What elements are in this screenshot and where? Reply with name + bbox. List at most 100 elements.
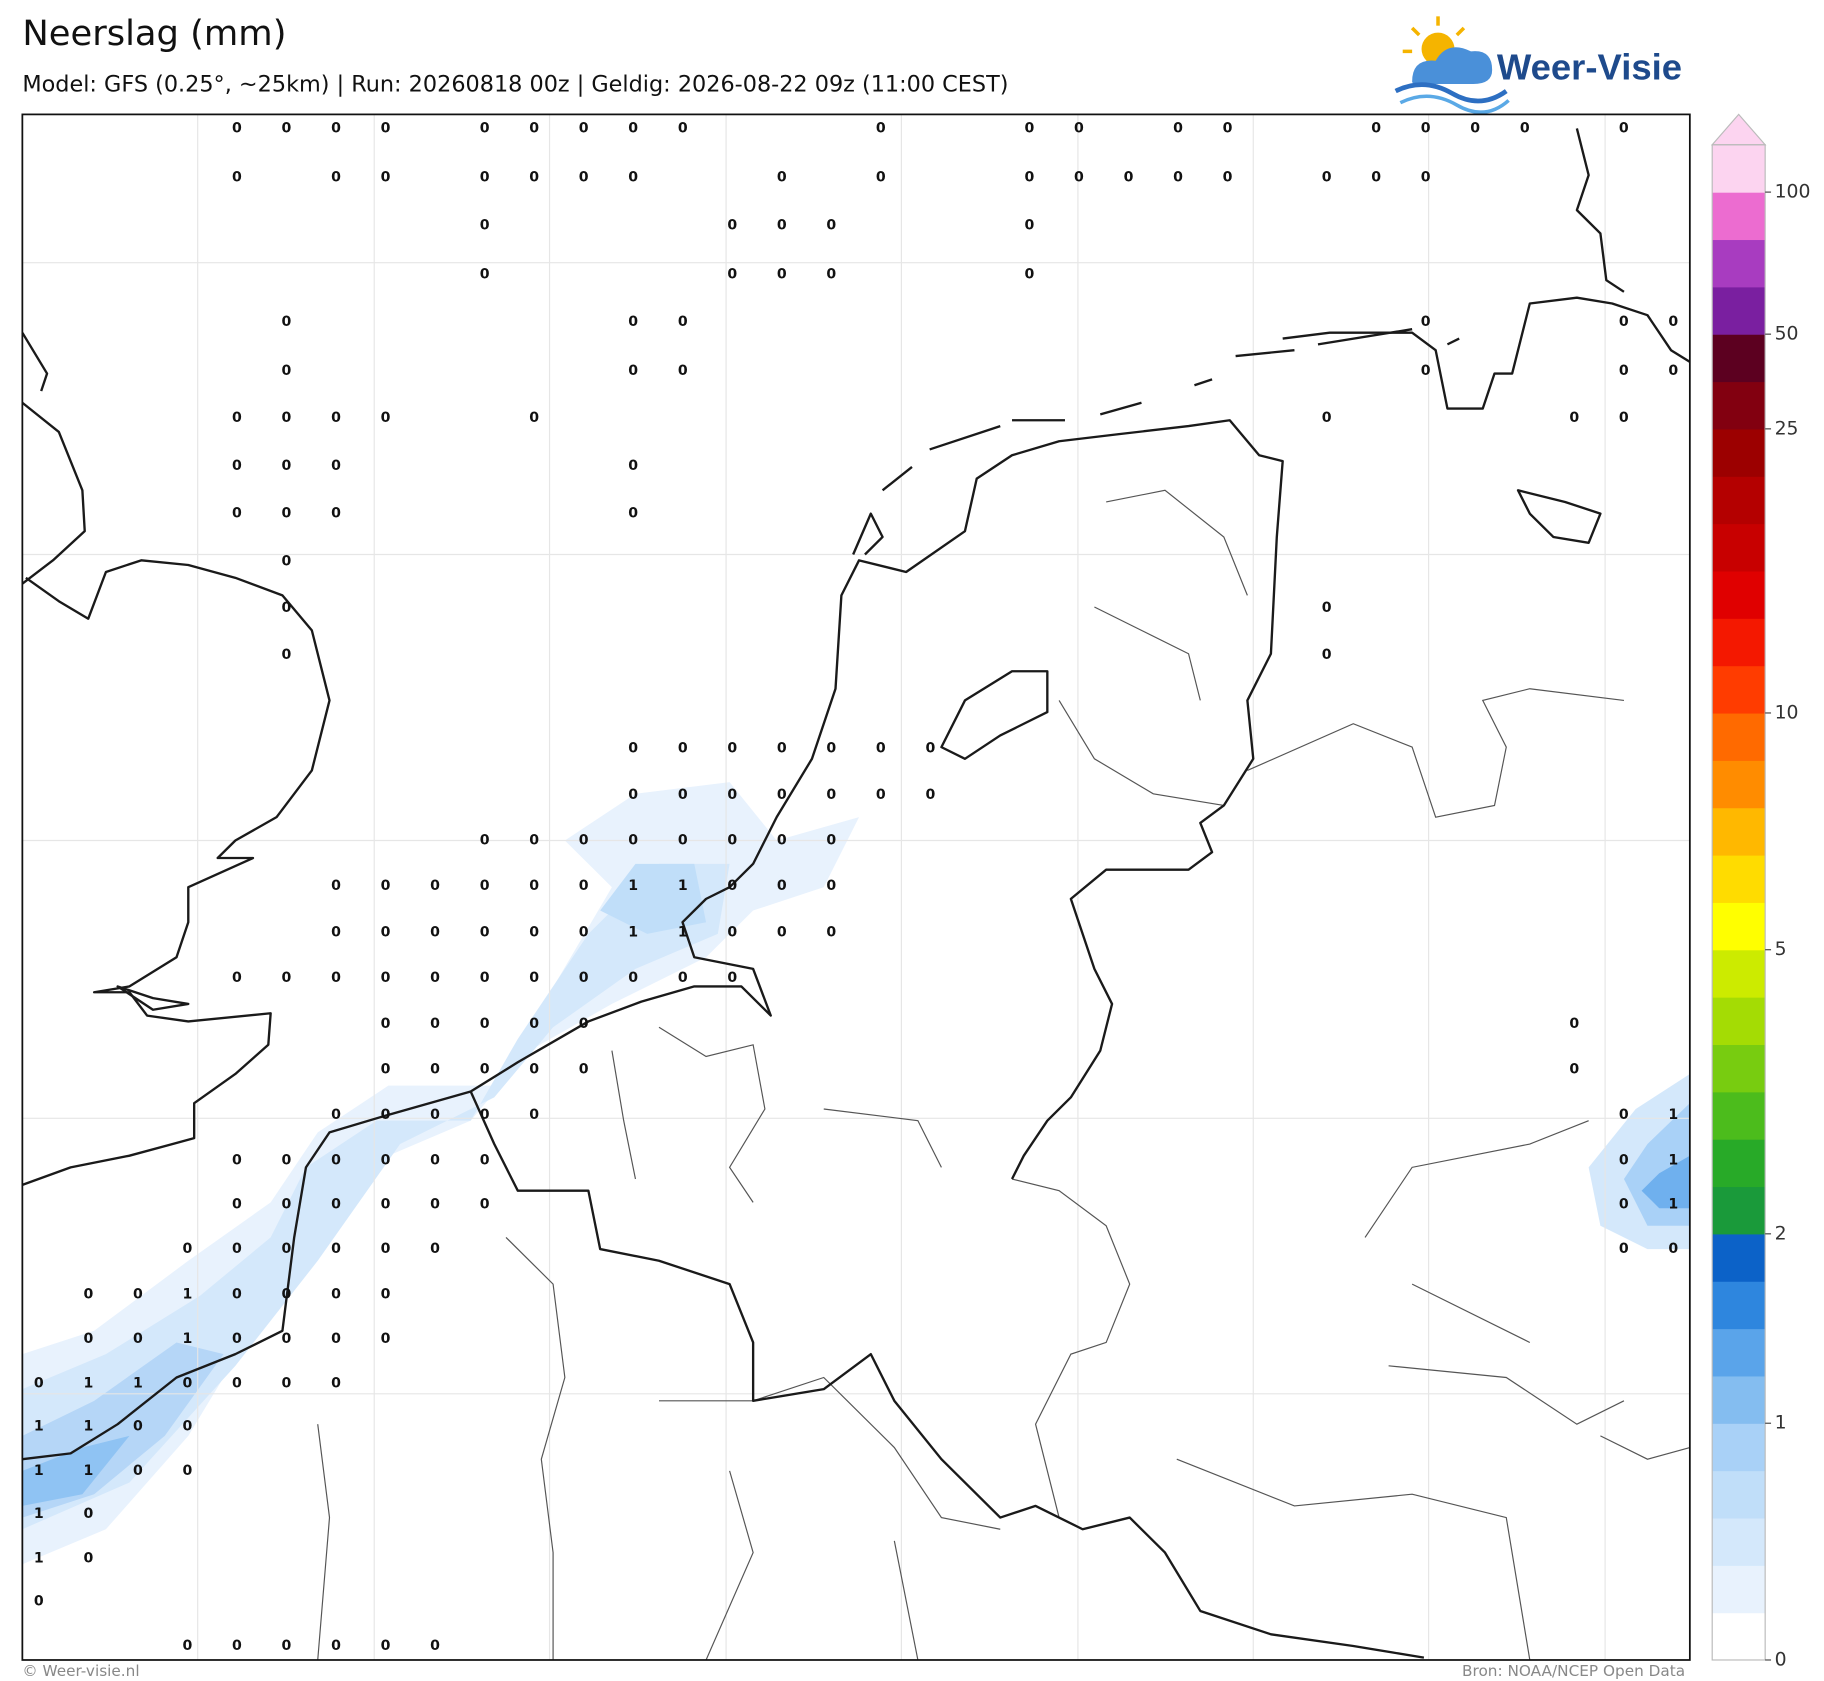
colorbar-segment <box>1712 712 1766 761</box>
precip-value: 0 <box>183 1463 193 1479</box>
colorbar-segment <box>1712 902 1766 951</box>
precip-value: 0 <box>579 925 589 941</box>
precip-value: 1 <box>1668 1197 1678 1213</box>
coastlines <box>21 128 1691 1659</box>
precip-value: 0 <box>331 169 341 185</box>
precip-value: 0 <box>678 363 688 379</box>
graticule <box>22 114 1690 1660</box>
precip-value: 0 <box>282 1638 292 1654</box>
precip-value: 0 <box>34 1375 44 1391</box>
precip-value: 0 <box>331 1638 341 1654</box>
colorbar-segment <box>1712 949 1766 998</box>
precip-value: 0 <box>925 740 935 756</box>
colorbar-segment <box>1712 1517 1766 1566</box>
precip-value: 0 <box>381 1638 391 1654</box>
precip-value: 0 <box>331 1331 341 1347</box>
precip-value: 0 <box>480 217 490 233</box>
precip-value: 0 <box>381 1197 391 1213</box>
precip-value: 0 <box>1124 169 1134 185</box>
precip-value: 0 <box>678 970 688 986</box>
precip-value: 1 <box>628 925 638 941</box>
precip-value: 0 <box>579 120 589 136</box>
precip-value: 0 <box>1322 169 1332 185</box>
precip-value: 0 <box>1223 120 1233 136</box>
logo-text: Weer-Visie <box>1497 47 1682 88</box>
precip-value: 0 <box>183 1638 193 1654</box>
precip-value: 0 <box>1322 410 1332 426</box>
precip-value: 0 <box>628 970 638 986</box>
precip-value: 0 <box>282 1287 292 1303</box>
precip-value: 0 <box>727 833 737 849</box>
colorbar-tick-label: 10 <box>1775 703 1799 724</box>
precip-value: 0 <box>282 120 292 136</box>
precip-value: 0 <box>381 1241 391 1257</box>
precip-value: 0 <box>430 878 440 894</box>
precip-value: 0 <box>579 833 589 849</box>
precip-value: 0 <box>1025 217 1035 233</box>
precip-value: 0 <box>1025 169 1035 185</box>
precip-value: 0 <box>727 266 737 282</box>
colorbar-tick-label: 25 <box>1775 418 1799 439</box>
precip-value: 0 <box>826 925 836 941</box>
precip-value: 0 <box>480 266 490 282</box>
colorbar-extension <box>1710 113 1767 146</box>
precip-value: 0 <box>381 878 391 894</box>
precip-value: 0 <box>529 169 539 185</box>
precip-value: 0 <box>1569 1016 1579 1032</box>
precip-value: 1 <box>678 878 688 894</box>
precip-value: 0 <box>331 925 341 941</box>
precip-value: 0 <box>430 970 440 986</box>
colorbar-segment <box>1712 192 1766 241</box>
precip-value: 0 <box>628 458 638 474</box>
precip-value: 0 <box>1668 1241 1678 1257</box>
precip-value: 0 <box>925 787 935 803</box>
precip-value: 0 <box>727 925 737 941</box>
precip-value: 0 <box>430 1638 440 1654</box>
colorbar-segment <box>1712 476 1766 525</box>
precip-value: 0 <box>133 1463 143 1479</box>
precip-value: 0 <box>331 1287 341 1303</box>
precip-value: 0 <box>232 1331 242 1347</box>
precip-value: 0 <box>430 1061 440 1077</box>
precip-value: 0 <box>1074 120 1084 136</box>
precip-value: 1 <box>183 1331 193 1347</box>
precip-value: 0 <box>1322 600 1332 616</box>
precip-value: 0 <box>1025 120 1035 136</box>
precip-value: 0 <box>876 120 886 136</box>
precip-value: 1 <box>133 1375 143 1391</box>
precip-value: 0 <box>1619 1152 1629 1168</box>
precip-value: 0 <box>83 1331 93 1347</box>
precip-value: 0 <box>529 970 539 986</box>
colorbar-segment <box>1712 1375 1766 1424</box>
precip-value: 0 <box>529 120 539 136</box>
precip-value: 0 <box>628 506 638 522</box>
precip-value: 0 <box>628 787 638 803</box>
precip-value: 0 <box>480 1016 490 1032</box>
precip-value: 0 <box>579 970 589 986</box>
precip-value: 0 <box>678 833 688 849</box>
precip-value: 0 <box>529 1061 539 1077</box>
precip-value: 0 <box>777 787 787 803</box>
precip-value: 0 <box>777 169 787 185</box>
precip-value: 0 <box>1025 266 1035 282</box>
colorbar-segment <box>1712 1091 1766 1140</box>
precip-value: 0 <box>430 1107 440 1123</box>
precip-value: 0 <box>381 1016 391 1032</box>
colorbar-frame <box>1711 144 1766 1661</box>
colorbar-segment <box>1712 665 1766 714</box>
precip-value: 0 <box>282 970 292 986</box>
precip-value: 0 <box>282 314 292 330</box>
precip-value: 0 <box>183 1241 193 1257</box>
colorbar-segment <box>1712 855 1766 903</box>
precip-value: 0 <box>579 878 589 894</box>
precip-value: 0 <box>826 878 836 894</box>
colorbar-tick-label: 1 <box>1775 1413 1787 1434</box>
precip-value: 0 <box>232 410 242 426</box>
precip-value: 0 <box>480 833 490 849</box>
precip-value: 1 <box>1668 1152 1678 1168</box>
colorbar-segment <box>1712 760 1766 809</box>
precip-value: 0 <box>826 266 836 282</box>
colorbar-segment <box>1712 1565 1766 1614</box>
precip-value: 0 <box>83 1550 93 1566</box>
